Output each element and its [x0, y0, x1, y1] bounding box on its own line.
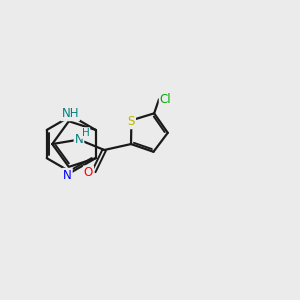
- Text: S: S: [128, 115, 135, 128]
- Text: N: N: [63, 169, 72, 182]
- Text: NH: NH: [61, 107, 79, 120]
- Text: O: O: [84, 167, 93, 179]
- Text: N: N: [75, 133, 83, 146]
- Text: H: H: [82, 128, 89, 138]
- Text: Cl: Cl: [160, 93, 171, 106]
